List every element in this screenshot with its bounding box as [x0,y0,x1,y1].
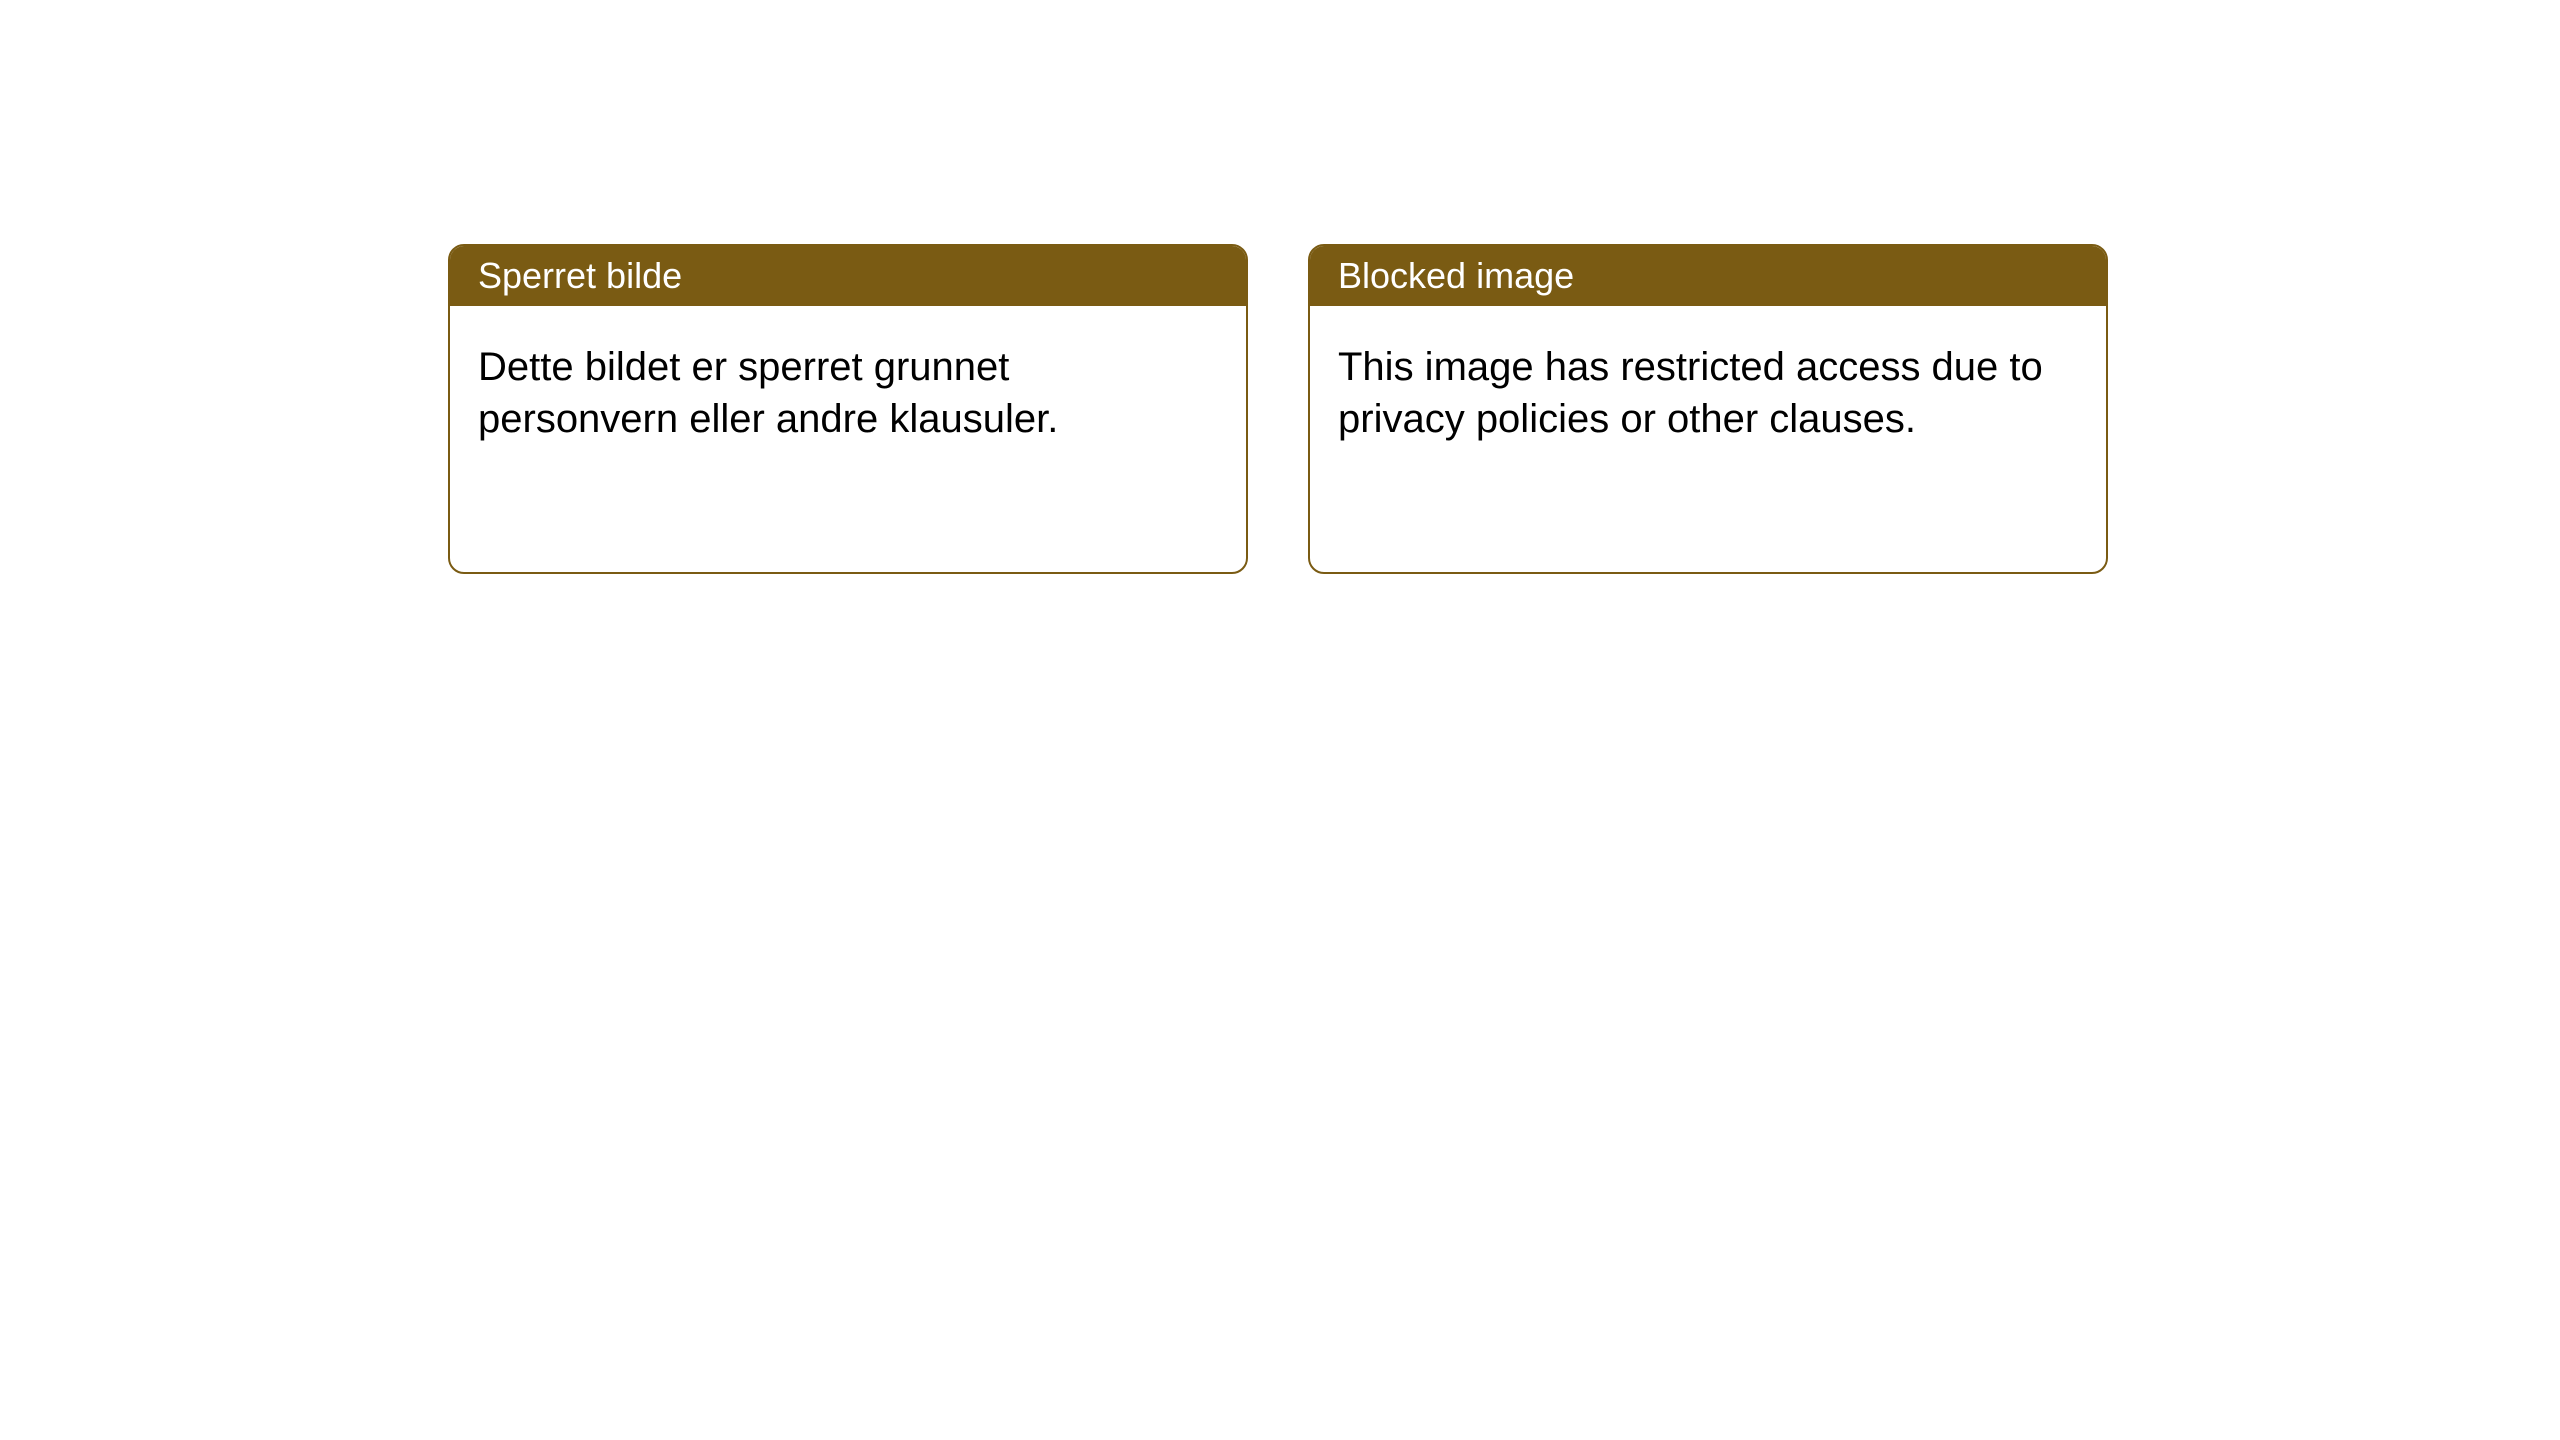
card-body: Dette bildet er sperret grunnet personve… [450,306,1246,480]
notice-card-en: Blocked image This image has restricted … [1308,244,2108,574]
cards-container: Sperret bilde Dette bildet er sperret gr… [448,244,2560,574]
card-body-text: Dette bildet er sperret grunnet personve… [478,345,1058,441]
card-header: Sperret bilde [450,246,1246,306]
card-header: Blocked image [1310,246,2106,306]
card-title: Blocked image [1338,255,1574,297]
card-body: This image has restricted access due to … [1310,306,2106,480]
card-body-text: This image has restricted access due to … [1338,345,2043,441]
card-title: Sperret bilde [478,255,682,297]
notice-card-no: Sperret bilde Dette bildet er sperret gr… [448,244,1248,574]
